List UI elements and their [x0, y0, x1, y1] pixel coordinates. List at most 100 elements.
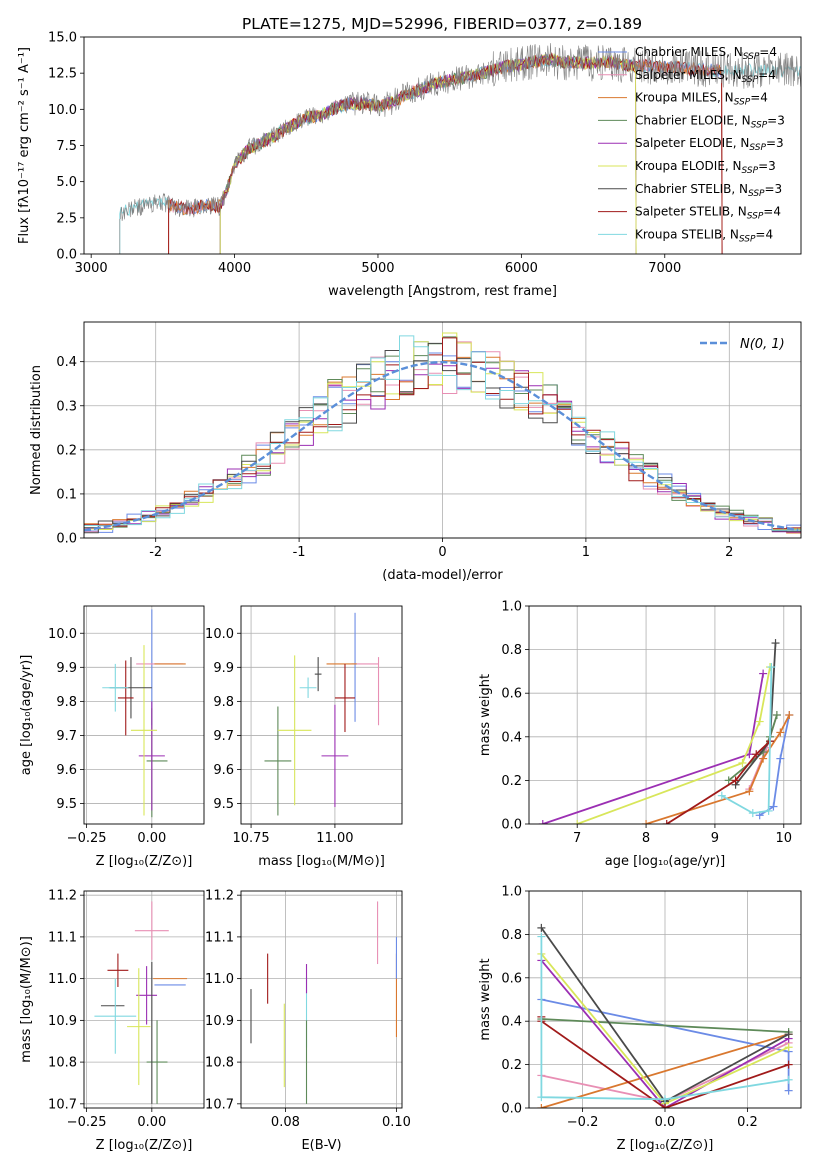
y-tick-label: 0.6 — [501, 971, 522, 986]
y-tick-label: 0.0 — [501, 1102, 522, 1117]
x-tick-label: 2 — [725, 545, 733, 560]
y-tick-label: 11.1 — [205, 930, 234, 945]
x-tick-label: 3000 — [75, 261, 108, 276]
residual-legend: N(0, 1) — [700, 337, 785, 352]
weight-series-line — [576, 666, 771, 824]
y-tick-label: 0.4 — [501, 1015, 522, 1030]
y-tick-label: 0.0 — [501, 818, 522, 833]
y-tick-label: 0.2 — [56, 443, 77, 458]
x-axis-label: wavelength [Angstrom, rest frame] — [328, 284, 557, 299]
legend-label: Salpeter ELODIE, NSSP=3 — [635, 136, 784, 153]
legend-label: Chabrier ELODIE, NSSP=3 — [635, 113, 785, 130]
spectrum-legend: Chabrier MILES, NSSP=4 Salpeter MILES, NS… — [598, 45, 785, 244]
legend-label: Salpeter MILES, NSSP=4 — [635, 68, 776, 85]
legend-label: Chabrier STELIB, NSSP=3 — [635, 182, 782, 199]
weight-series-line — [540, 959, 790, 1108]
y-tick-label: 0.8 — [501, 643, 522, 658]
y-tick-label: 10.0 — [205, 627, 234, 642]
axes-frame-residuals — [83, 321, 802, 539]
axes-weight_vs_Z: −0.2 0.0 0.2 0.0 0.2 0.4 0.6 0.8 1.0 Z [log₁₀(Z/Z… — [478, 885, 801, 1153]
x-tick-label: 4000 — [218, 261, 251, 276]
y-tick-label: 2.5 — [56, 211, 77, 226]
y-axis-label: mass [log₁₀(M/M⊙)] — [19, 936, 34, 1063]
axes-frame-weight_vs_age — [528, 605, 802, 825]
x-tick-label: 7 — [573, 831, 581, 846]
weight-series-line — [666, 740, 771, 824]
x-tick-label: 9 — [711, 831, 719, 846]
observed-spectrum-line — [119, 43, 801, 254]
y-tick-label: 9.6 — [213, 763, 234, 778]
errorbars-age_vs_Z — [102, 609, 186, 818]
x-tick-label: 0 — [438, 545, 446, 560]
spectrum-lines — [119, 43, 801, 254]
legend-label: N(0, 1) — [740, 337, 785, 352]
x-tick-label: -1 — [293, 545, 306, 560]
x-tick-label: −0.2 — [567, 1115, 599, 1130]
errorbars-mass_vs_Z — [94, 901, 188, 1104]
y-tick-label: 9.5 — [213, 797, 234, 812]
y-tick-label: 9.9 — [213, 661, 234, 676]
x-tick-label: 10.75 — [232, 831, 269, 846]
x-tick-label: 0.10 — [382, 1115, 411, 1130]
x-axis-label: age [log₁₀(age/yr)] — [605, 854, 726, 869]
legend-label: Kroupa STELIB, NSSP=4 — [635, 227, 773, 244]
y-tick-label: 10.7 — [48, 1097, 77, 1112]
y-tick-label: 0.2 — [501, 1058, 522, 1073]
x-tick-label: 0.08 — [271, 1115, 300, 1130]
axes-frame-age_vs_mass — [240, 605, 403, 825]
weight-series-line — [541, 1033, 789, 1108]
y-tick-label: 0.3 — [56, 399, 77, 414]
x-tick-label: 1 — [582, 545, 590, 560]
weight-series-line — [721, 666, 773, 815]
y-tick-label: 9.9 — [56, 661, 77, 676]
axes-spectrum: 3000 4000 5000 6000 7000 0.0 2.5 5.0 7.5 10.0 12.5… — [17, 31, 681, 300]
x-tick-label: 0.0 — [655, 1115, 676, 1130]
y-tick-label: 11.2 — [48, 889, 77, 904]
weight-lines-weight_vs_Z — [537, 923, 793, 1108]
axes-frame-weight_vs_Z — [528, 890, 802, 1109]
x-tick-label: 0.00 — [137, 831, 166, 846]
x-axis-label: E(B-V) — [301, 1138, 341, 1153]
x-tick-label: 6000 — [505, 261, 538, 276]
axes-frame-mass_vs_EBV — [240, 890, 403, 1109]
y-tick-label: 10.7 — [205, 1097, 234, 1112]
y-tick-label: 0.6 — [501, 687, 522, 702]
y-tick-label: 11.0 — [48, 972, 77, 987]
y-tick-label: 0.2 — [501, 774, 522, 789]
x-axis-label: (data-model)/error — [382, 568, 503, 583]
x-tick-label: -2 — [149, 545, 162, 560]
y-tick-label: 0.1 — [56, 487, 77, 502]
weight-series-line — [540, 936, 789, 1101]
y-axis-label: Normed distribution — [29, 365, 44, 495]
y-tick-label: 9.7 — [56, 729, 77, 744]
y-tick-label: 9.8 — [56, 695, 77, 710]
axes-frame-age_vs_Z — [83, 605, 205, 825]
y-tick-label: 0.4 — [501, 730, 522, 745]
y-tick-label: 12.5 — [48, 67, 77, 82]
normal-curve — [84, 360, 799, 532]
y-tick-label: 10.8 — [48, 1056, 77, 1071]
weight-series-line — [541, 1018, 789, 1033]
y-tick-label: 9.7 — [213, 729, 234, 744]
x-tick-label: 11.00 — [316, 831, 353, 846]
axes-frame-spectrum — [83, 36, 802, 255]
y-tick-label: 9.5 — [56, 797, 77, 812]
x-tick-label: −0.25 — [67, 1115, 107, 1130]
x-tick-label: 0.00 — [137, 1115, 166, 1130]
x-tick-label: 5000 — [361, 261, 394, 276]
figure-title: PLATE=1275, MJD=52996, FIBERID=0377, z=0… — [242, 15, 642, 33]
y-tick-label: 0.0 — [56, 248, 77, 263]
weight-series-line — [759, 714, 791, 817]
y-tick-label: 9.6 — [56, 763, 77, 778]
x-tick-label: 8 — [642, 831, 650, 846]
y-tick-label: 10.9 — [205, 1014, 234, 1029]
weight-series-line — [542, 673, 764, 824]
y-axis-label: mass weight — [478, 958, 493, 1040]
y-tick-label: 10.0 — [48, 627, 77, 642]
y-tick-label: 11.2 — [205, 889, 234, 904]
errorbars-mass_vs_EBV — [250, 901, 397, 1104]
y-tick-label: 9.8 — [213, 695, 234, 710]
legend-label: Chabrier MILES, NSSP=4 — [635, 45, 777, 62]
x-axis-label: Z [log₁₀(Z/Z⊙)] — [617, 1138, 714, 1153]
y-tick-label: 11.1 — [48, 930, 77, 945]
